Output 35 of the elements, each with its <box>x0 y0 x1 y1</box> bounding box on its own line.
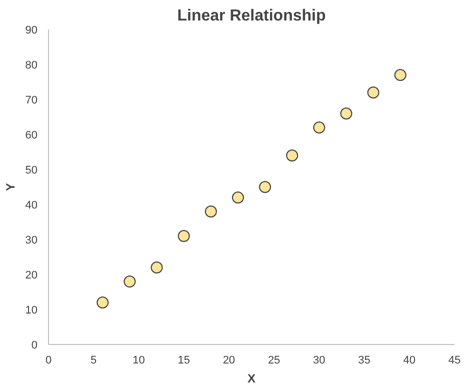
point <box>313 122 326 134</box>
y-tick-label: 10 <box>25 304 38 316</box>
x-tick-label: 0 <box>45 354 52 366</box>
point <box>259 181 272 193</box>
y-tick-label: 70 <box>25 94 38 106</box>
point <box>150 262 163 274</box>
y-tick-label: 30 <box>25 234 38 246</box>
y-tick-label: 90 <box>25 24 38 36</box>
y-tick-label: 60 <box>25 130 38 142</box>
y-tick-label: 50 <box>25 164 38 176</box>
point <box>232 192 244 204</box>
point <box>286 150 298 162</box>
x-axis-title: X <box>248 372 256 386</box>
y-tick-label: 0 <box>31 340 38 352</box>
x-tick-label: 20 <box>222 354 236 366</box>
point <box>124 276 136 288</box>
y-tick-label: 40 <box>25 200 38 212</box>
chart-title: Linear Relationship <box>177 8 326 24</box>
x-tick-label: 15 <box>178 354 190 366</box>
point <box>340 108 352 120</box>
point <box>204 206 217 218</box>
x-tick-label: 10 <box>132 354 145 366</box>
y-axis-title: Y <box>3 182 18 191</box>
x-tick-label: 35 <box>358 354 370 366</box>
x-tick-label: 45 <box>448 354 461 366</box>
point <box>367 86 380 98</box>
y-tick-label: 20 <box>25 270 38 282</box>
point <box>394 69 406 81</box>
x-tick-label: 25 <box>268 354 280 366</box>
x-tick-label: 5 <box>90 354 97 366</box>
y-tick-label: 80 <box>25 60 38 72</box>
x-tick-label: 40 <box>403 354 416 366</box>
point <box>178 230 190 242</box>
point <box>96 296 109 308</box>
x-tick-label: 30 <box>313 354 326 366</box>
